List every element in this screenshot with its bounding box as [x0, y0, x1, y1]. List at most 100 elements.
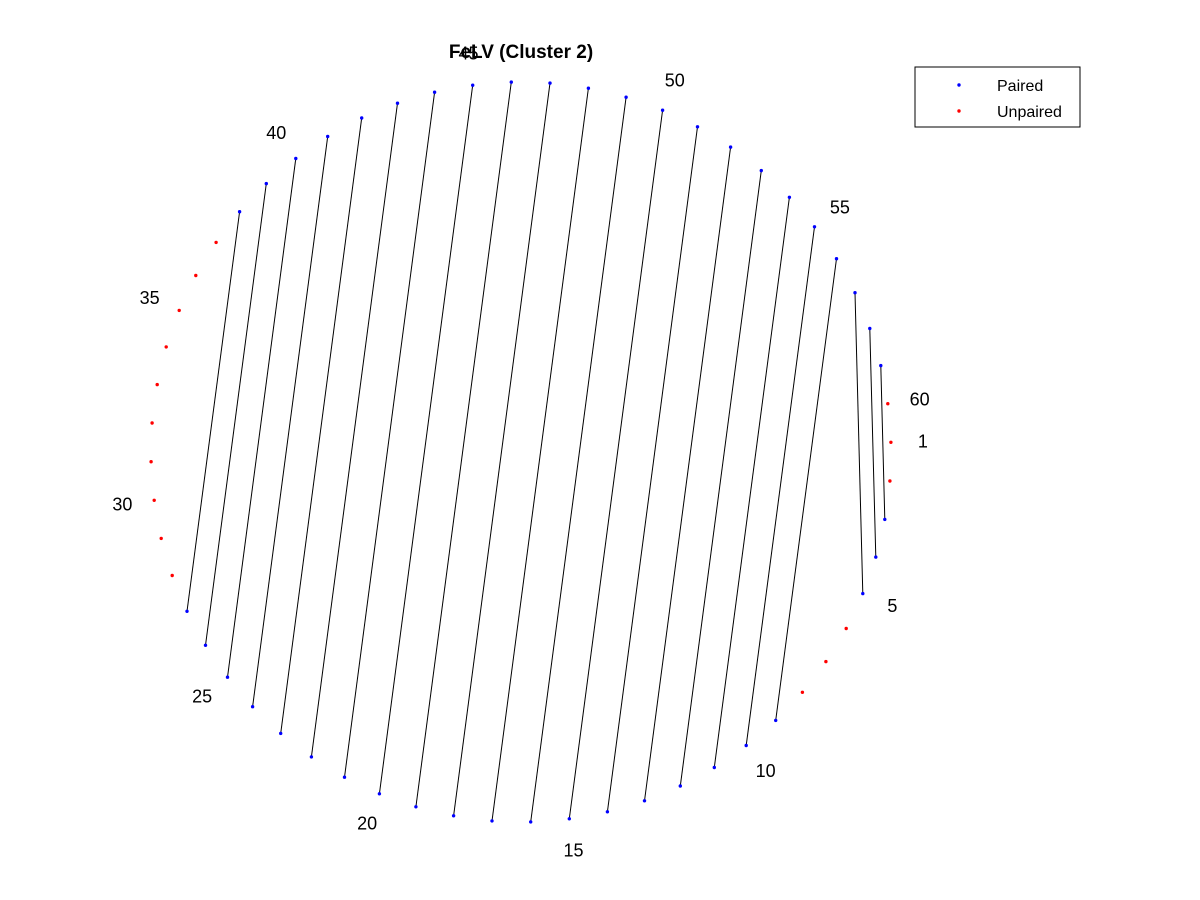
paired-point-40	[294, 156, 298, 161]
paired-point-44	[432, 90, 437, 94]
unpaired-point-28	[170, 573, 174, 578]
paired-point-46	[509, 80, 513, 84]
unpaired-point-37	[214, 240, 218, 245]
position-label-50: 50	[665, 71, 685, 91]
paired-point-43	[395, 101, 400, 105]
paired-point-47	[548, 81, 552, 85]
paired-point-38	[237, 210, 242, 214]
paired-point-18	[451, 814, 456, 818]
pair-chord-27-38	[186, 211, 241, 612]
unpaired-point-2	[888, 479, 892, 483]
chart-title: FeLV (Cluster 2)	[449, 42, 593, 63]
pair-chord-9-56	[775, 258, 837, 721]
paired-point-3	[883, 517, 887, 522]
paired-point-22	[309, 755, 314, 759]
point-layer	[149, 80, 893, 824]
pair-chord-23-42	[280, 117, 363, 734]
pair-chord-11-54	[713, 197, 790, 768]
pair-chord-18-47	[453, 83, 551, 816]
position-label-40: 40	[266, 123, 286, 143]
pair-chord-17-48	[491, 88, 589, 821]
legend-paired-marker	[957, 83, 961, 87]
paired-point-21	[342, 775, 347, 779]
position-label-10: 10	[756, 761, 776, 781]
legend-box	[914, 66, 1081, 128]
paired-point-59	[879, 363, 883, 368]
paired-point-12	[678, 784, 682, 788]
paired-point-15	[567, 817, 571, 821]
paired-point-49	[624, 95, 628, 99]
paired-point-48	[586, 86, 591, 90]
paired-point-56	[834, 257, 839, 261]
legend-paired-label: Paired	[997, 78, 1043, 95]
paired-point-23	[279, 731, 283, 736]
paired-point-19	[414, 805, 418, 809]
position-label-60: 60	[910, 390, 930, 410]
pair-chord-21-44	[344, 92, 436, 778]
paired-point-9	[774, 718, 778, 723]
unpaired-point-6	[844, 626, 848, 631]
position-label-1: 1	[918, 432, 928, 452]
paired-point-55	[812, 225, 817, 229]
paired-point-26	[203, 643, 208, 647]
chord-layer	[186, 82, 886, 822]
pair-chord-22-43	[310, 103, 398, 757]
position-label-25: 25	[192, 687, 212, 707]
paired-point-14	[605, 810, 610, 814]
unpaired-point-34	[164, 345, 168, 349]
paired-point-20	[377, 792, 382, 796]
pair-chord-13-52	[644, 147, 732, 801]
unpaired-point-36	[194, 273, 198, 278]
paired-point-16	[529, 820, 533, 824]
pair-chord-20-45	[378, 85, 474, 794]
position-label-55: 55	[830, 197, 850, 217]
paired-point-54	[787, 195, 792, 199]
paired-point-13	[642, 799, 647, 803]
paired-point-50	[660, 108, 665, 112]
position-label-15: 15	[563, 841, 583, 861]
position-label-45: 45	[458, 43, 478, 63]
unpaired-point-7	[824, 659, 828, 664]
paired-point-10	[744, 743, 748, 748]
unpaired-point-31	[149, 460, 153, 464]
pair-chord-19-46	[415, 82, 512, 807]
paired-point-39	[264, 181, 268, 186]
legend: Paired Unpaired	[914, 66, 1081, 128]
unpaired-point-60	[886, 402, 890, 406]
paired-point-11	[712, 765, 716, 770]
position-label-5: 5	[887, 596, 897, 616]
unpaired-point-1	[889, 440, 893, 444]
unpaired-point-32	[150, 421, 154, 425]
pair-chord-15-50	[568, 110, 664, 819]
pair-chord-5-57	[854, 292, 864, 594]
paired-point-51	[695, 125, 700, 129]
legend-unpaired-label: Unpaired	[997, 104, 1062, 121]
paired-point-27	[185, 609, 189, 613]
paired-point-17	[490, 819, 494, 823]
paired-point-52	[728, 145, 733, 149]
paired-point-57	[853, 291, 857, 295]
unpaired-point-33	[155, 382, 159, 387]
position-label-30: 30	[112, 495, 132, 515]
pair-chord-24-41	[252, 136, 329, 707]
paired-point-45	[471, 83, 475, 87]
paired-point-41	[326, 134, 330, 139]
paired-point-25	[225, 675, 230, 679]
pair-chord-4-58	[869, 328, 877, 558]
pair-chord-26-39	[205, 183, 267, 646]
unpaired-point-30	[152, 498, 156, 502]
paired-point-53	[759, 168, 763, 173]
unpaired-point-29	[159, 536, 163, 541]
pair-chord-16-49	[530, 97, 627, 822]
pair-chord-10-55	[745, 226, 815, 746]
pair-chord-3-59	[880, 365, 886, 520]
legend-unpaired-marker	[957, 109, 961, 113]
paired-point-4	[874, 555, 878, 559]
pair-chord-14-51	[606, 126, 698, 812]
paired-point-42	[360, 116, 364, 120]
paired-point-24	[250, 705, 255, 709]
unpaired-point-8	[800, 690, 805, 694]
pair-chord-12-53	[679, 170, 762, 787]
